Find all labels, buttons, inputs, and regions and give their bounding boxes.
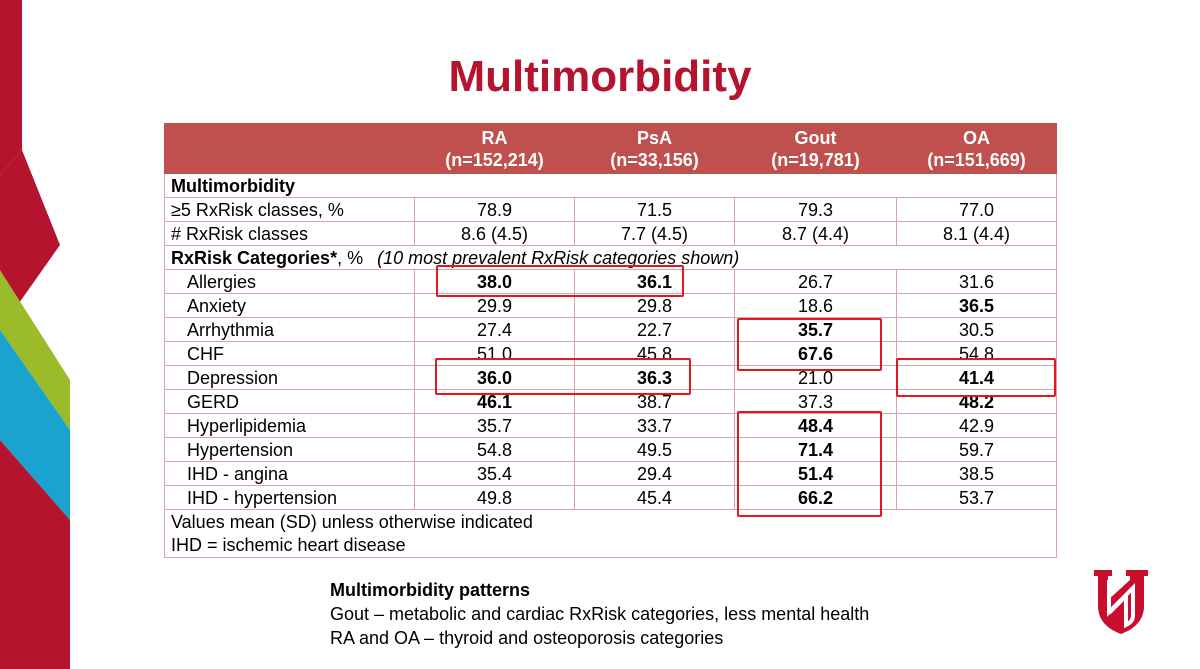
decorative-ribbons — [0, 0, 80, 669]
footnote-values: Values mean (SD) unless otherwise indica… — [171, 512, 533, 532]
cell: 41.4 — [896, 365, 1057, 390]
university-shield-logo — [1094, 570, 1148, 634]
cell: 21.0 — [734, 365, 897, 390]
footnote-ihd: IHD = ischemic heart disease — [171, 535, 406, 555]
cell: 49.5 — [574, 437, 735, 462]
cell: 38.5 — [896, 461, 1057, 486]
section-rxrisk-categories: RxRisk Categories*, % (10 most prevalent … — [164, 245, 1057, 270]
row-label: Arrhythmia — [164, 317, 415, 342]
header-gout: Gout (n=19,781) — [734, 123, 897, 174]
row-label: Hypertension — [164, 437, 415, 462]
cell: 27.4 — [414, 317, 575, 342]
cell: 54.8 — [896, 341, 1057, 366]
table-row: Arrhythmia 27.4 22.7 35.7 30.5 — [164, 317, 1057, 342]
cell: 38.7 — [574, 389, 735, 414]
header-blank — [164, 123, 415, 174]
section-row: Multimorbidity — [164, 173, 1057, 198]
cell: 29.9 — [414, 293, 575, 318]
section-row: RxRisk Categories*, % (10 most prevalent … — [164, 245, 1057, 270]
cell: 53.7 — [896, 485, 1057, 510]
cell: 54.8 — [414, 437, 575, 462]
table-row: Depression 36.0 36.3 21.0 41.4 — [164, 365, 1057, 390]
cell: 42.9 — [896, 413, 1057, 438]
row-label: # RxRisk classes — [164, 221, 415, 246]
cell: 31.6 — [896, 269, 1057, 294]
cell: 78.9 — [414, 197, 575, 222]
cell: 26.7 — [734, 269, 897, 294]
cell: 8.6 (4.5) — [414, 221, 575, 246]
section-multimorbidity: Multimorbidity — [164, 173, 1057, 198]
cell: 22.7 — [574, 317, 735, 342]
table-row: GERD 46.1 38.7 37.3 48.2 — [164, 389, 1057, 414]
table-row: Hyperlipidemia 35.7 33.7 48.4 42.9 — [164, 413, 1057, 438]
page-title: Multimorbidity — [448, 52, 752, 101]
patterns-notes: Multimorbidity patterns Gout – metabolic… — [330, 578, 869, 650]
cell: 7.7 (4.5) — [574, 221, 735, 246]
cell: 18.6 — [734, 293, 897, 318]
table-row: # RxRisk classes 8.6 (4.5) 7.7 (4.5) 8.7… — [164, 221, 1057, 246]
header-oa: OA (n=151,669) — [896, 123, 1057, 174]
cell: 77.0 — [896, 197, 1057, 222]
cell: 45.8 — [574, 341, 735, 366]
row-label: Depression — [164, 365, 415, 390]
table-row: IHD - angina 35.4 29.4 51.4 38.5 — [164, 461, 1057, 486]
cell: 8.7 (4.4) — [734, 221, 897, 246]
cell: 59.7 — [896, 437, 1057, 462]
cell: 71.5 — [574, 197, 735, 222]
row-label: GERD — [164, 389, 415, 414]
row-label: CHF — [164, 341, 415, 366]
table-footnotes: Values mean (SD) unless otherwise indica… — [164, 509, 1057, 558]
cell: 36.5 — [896, 293, 1057, 318]
cell: 51.4 — [734, 461, 897, 486]
cell: 35.4 — [414, 461, 575, 486]
cell: 48.2 — [896, 389, 1057, 414]
cell: 36.3 — [574, 365, 735, 390]
table-row: Allergies 38.0 36.1 26.7 31.6 — [164, 269, 1057, 294]
row-label: Hyperlipidemia — [164, 413, 415, 438]
footnote-row: Values mean (SD) unless otherwise indica… — [164, 509, 1057, 558]
cell: 33.7 — [574, 413, 735, 438]
cell: 36.0 — [414, 365, 575, 390]
row-label: IHD - angina — [164, 461, 415, 486]
cell: 35.7 — [734, 317, 897, 342]
row-label: ≥5 RxRisk classes, % — [164, 197, 415, 222]
table-row: Hypertension 54.8 49.5 71.4 59.7 — [164, 437, 1057, 462]
table-row: CHF 51.0 45.8 67.6 54.8 — [164, 341, 1057, 366]
cell: 71.4 — [734, 437, 897, 462]
row-label: IHD - hypertension — [164, 485, 415, 510]
cell: 46.1 — [414, 389, 575, 414]
cell: 49.8 — [414, 485, 575, 510]
cell: 79.3 — [734, 197, 897, 222]
table-row: Anxiety 29.9 29.8 18.6 36.5 — [164, 293, 1057, 318]
table-row: IHD - hypertension 49.8 45.4 66.2 53.7 — [164, 485, 1057, 510]
cell: 48.4 — [734, 413, 897, 438]
row-label: Allergies — [164, 269, 415, 294]
patterns-line-ra-oa: RA and OA – thyroid and osteoporosis cat… — [330, 628, 724, 648]
cell: 36.1 — [574, 269, 735, 294]
cell: 67.6 — [734, 341, 897, 366]
row-label: Anxiety — [164, 293, 415, 318]
cell: 51.0 — [414, 341, 575, 366]
cell: 30.5 — [896, 317, 1057, 342]
cell: 35.7 — [414, 413, 575, 438]
header-psa: PsA (n=33,156) — [574, 123, 735, 174]
table-row: ≥5 RxRisk classes, % 78.9 71.5 79.3 77.0 — [164, 197, 1057, 222]
patterns-heading: Multimorbidity patterns — [330, 580, 531, 600]
cell: 8.1 (4.4) — [896, 221, 1057, 246]
cell: 29.4 — [574, 461, 735, 486]
cell: 45.4 — [574, 485, 735, 510]
cell: 37.3 — [734, 389, 897, 414]
cell: 38.0 — [414, 269, 575, 294]
cell: 66.2 — [734, 485, 897, 510]
header-ra: RA (n=152,214) — [414, 123, 575, 174]
section-note: (10 most prevalent RxRisk categories sho… — [377, 247, 740, 268]
multimorbidity-table: RA (n=152,214) PsA (n=33,156) Gout (n=19,78… — [164, 123, 1057, 558]
table-header-row: RA (n=152,214) PsA (n=33,156) Gout (n=19,78… — [164, 123, 1057, 174]
cell: 29.8 — [574, 293, 735, 318]
patterns-line-gout: Gout – metabolic and cardiac RxRisk cate… — [330, 604, 870, 624]
